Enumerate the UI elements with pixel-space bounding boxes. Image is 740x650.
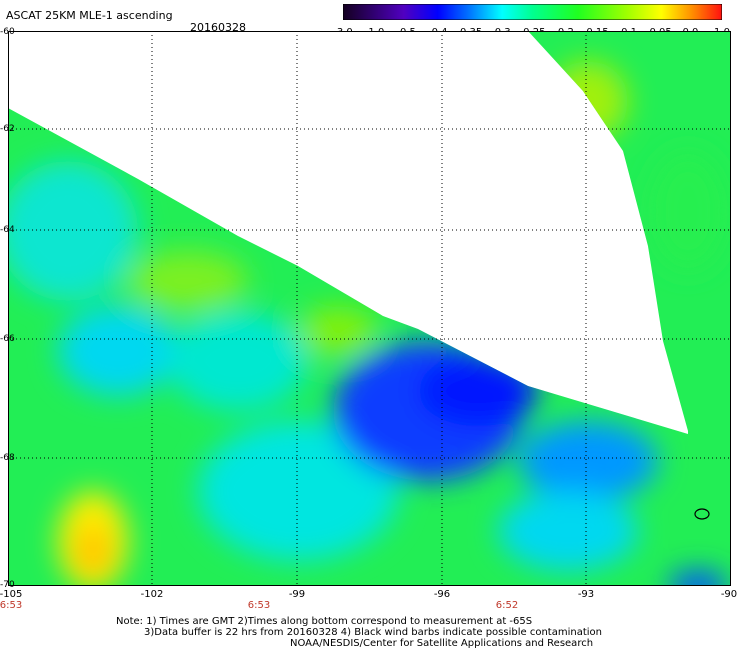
lon-label: -105 bbox=[0, 589, 23, 600]
lon-label: -102 bbox=[140, 589, 164, 600]
lon-label: -99 bbox=[288, 589, 306, 600]
lat-label: -62 bbox=[0, 124, 15, 134]
lat-label: -60 bbox=[0, 27, 15, 37]
map-date: 20160328 bbox=[190, 21, 246, 34]
lon-label: -90 bbox=[720, 589, 738, 600]
note-line-1: Note: 1) Times are GMT 2)Times along bot… bbox=[116, 616, 533, 627]
map-title: ASCAT 25KM MLE-1 ascending bbox=[6, 9, 173, 22]
wind-map bbox=[8, 31, 731, 586]
time-label: 6:52 bbox=[495, 600, 519, 611]
contamination-marker bbox=[694, 508, 710, 520]
lon-label: -96 bbox=[433, 589, 451, 600]
lat-label: -64 bbox=[0, 225, 15, 235]
time-label: 6:53 bbox=[0, 600, 23, 611]
lat-label: -68 bbox=[0, 453, 15, 463]
time-label: 6:53 bbox=[247, 600, 271, 611]
lat-label: -70 bbox=[0, 580, 15, 590]
lat-label: -66 bbox=[0, 334, 15, 344]
graticule bbox=[8, 31, 731, 586]
note-line-2: 3)Data buffer is 22 hrs from 20160328 4)… bbox=[144, 627, 602, 638]
notes: Note: 1) Times are GMT 2)Times along bot… bbox=[116, 616, 602, 649]
lon-label: -93 bbox=[577, 589, 595, 600]
note-line-3: NOAA/NESDIS/Center for Satellite Applica… bbox=[290, 638, 594, 649]
colorbar bbox=[343, 4, 722, 20]
